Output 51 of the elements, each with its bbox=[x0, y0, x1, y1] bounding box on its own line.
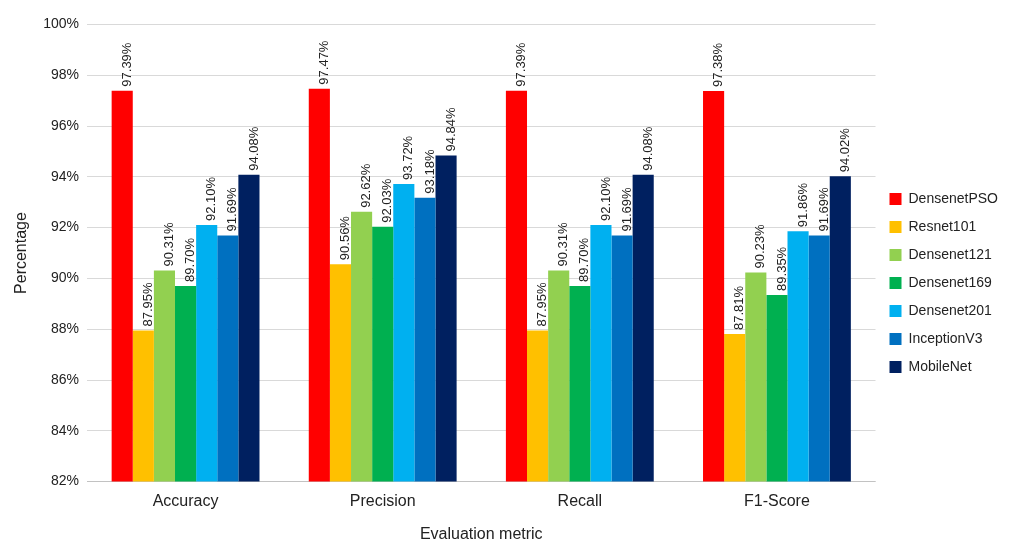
y-axis-title: Percentage bbox=[12, 211, 30, 294]
legend-label: Densenet121 bbox=[908, 245, 993, 262]
data-label: 90.31% bbox=[161, 221, 177, 267]
data-label: 89.35% bbox=[773, 246, 789, 291]
legend-label: MobileNet bbox=[908, 357, 972, 374]
data-label: 90.56% bbox=[337, 215, 353, 261]
y-tick-label: 98% bbox=[50, 66, 80, 83]
legend-label: Densenet169 bbox=[908, 273, 993, 290]
data-label: 91.86% bbox=[794, 182, 810, 228]
data-label: 97.47% bbox=[315, 40, 331, 85]
data-label: 97.39% bbox=[118, 42, 134, 87]
y-tick-label: 96% bbox=[50, 116, 80, 133]
x-tick-label: Precision bbox=[349, 491, 416, 509]
data-label: 93.72% bbox=[400, 135, 416, 180]
data-label: 93.18% bbox=[421, 149, 437, 194]
data-label: 91.69% bbox=[618, 186, 634, 232]
data-label: 94.08% bbox=[245, 126, 261, 171]
legend-label: Resnet101 bbox=[908, 217, 977, 234]
legend-label: DensenetPSO bbox=[908, 189, 999, 206]
y-tick-label: 84% bbox=[50, 421, 80, 438]
legend-label: Densenet201 bbox=[908, 301, 993, 318]
data-label: 87.95% bbox=[139, 281, 155, 327]
data-label: 87.95% bbox=[534, 281, 550, 327]
y-tick-label: 90% bbox=[50, 269, 80, 286]
data-label: 92.03% bbox=[379, 178, 395, 223]
y-tick-label: 92% bbox=[50, 218, 80, 235]
data-label: 87.81% bbox=[731, 285, 747, 331]
y-tick-label: 94% bbox=[50, 167, 80, 184]
x-tick-label: F1-Score bbox=[744, 491, 810, 509]
data-label: 94.84% bbox=[442, 106, 458, 152]
data-label: 97.38% bbox=[710, 42, 726, 87]
x-tick-label: Accuracy bbox=[152, 491, 219, 509]
y-tick-label: 100% bbox=[43, 15, 80, 32]
y-tick-label: 82% bbox=[50, 472, 80, 489]
data-label: 89.70% bbox=[182, 237, 198, 283]
data-label: 92.10% bbox=[203, 176, 219, 222]
data-label: 90.31% bbox=[555, 221, 571, 267]
data-label: 92.62% bbox=[358, 163, 374, 208]
data-label: 89.70% bbox=[576, 237, 592, 283]
data-label: 91.69% bbox=[815, 186, 831, 232]
data-label: 94.02% bbox=[836, 127, 852, 173]
x-tick-label: Recall bbox=[557, 491, 603, 509]
x-axis-title: Evaluation metric bbox=[419, 524, 543, 542]
data-label: 94.08% bbox=[639, 126, 655, 171]
data-label: 97.39% bbox=[513, 42, 529, 87]
y-tick-label: 88% bbox=[50, 320, 80, 337]
data-label: 91.69% bbox=[224, 186, 240, 232]
legend-label: InceptionV3 bbox=[908, 329, 983, 346]
data-label: 90.23% bbox=[752, 224, 768, 269]
y-tick-label: 86% bbox=[50, 370, 80, 387]
data-label: 92.10% bbox=[597, 176, 613, 222]
